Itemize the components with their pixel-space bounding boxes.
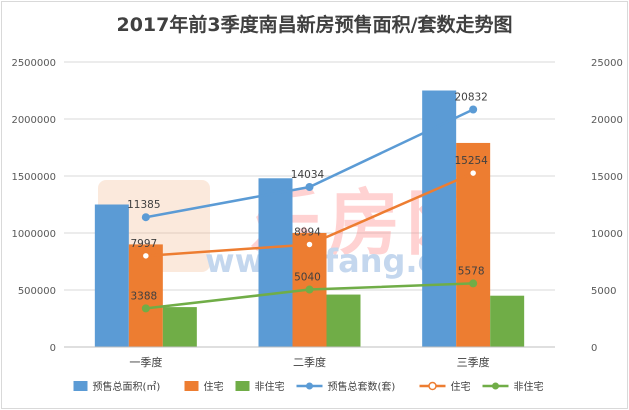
legend-item: 非住宅: [482, 380, 544, 393]
left-axis-tick-label: 1000000: [11, 229, 56, 240]
right-axis-tick-label: 10000: [591, 229, 623, 240]
line-point: [141, 251, 151, 261]
line-point: [305, 285, 314, 294]
legend-item: 住宅: [184, 380, 224, 393]
line-point: [305, 183, 314, 192]
legend-marker: [492, 382, 499, 390]
legend-label: 非住宅: [255, 380, 285, 393]
legend: 预售总面积(㎡) 住宅 非住宅 预售总套数(套) 住宅 非住宅: [73, 380, 544, 393]
data-label: 5578: [458, 265, 485, 277]
category-label: 三季度: [457, 355, 490, 369]
left-axis-tick-label: 2500000: [11, 58, 56, 69]
line-point: [469, 105, 478, 114]
bar: [422, 90, 457, 347]
right-axis-tick-label: 0: [591, 343, 597, 354]
right-axis-tick-label: 15000: [591, 172, 623, 183]
line-point: [141, 304, 150, 313]
legend-label: 住宅: [451, 380, 471, 393]
legend-marker: [428, 381, 437, 391]
left-axis-tick-label: 500000: [18, 286, 56, 297]
legend-swatch: [184, 381, 199, 391]
legend-item: 预售总套数(套): [296, 380, 396, 393]
line-point: [305, 240, 314, 249]
chart-title: 2017年前3季度南昌新房预售面积/套数走势图: [116, 14, 513, 36]
data-label: 20832: [454, 92, 487, 104]
bar: [162, 307, 197, 347]
data-label: 14034: [291, 169, 325, 181]
line-point: [469, 279, 478, 288]
bar: [258, 178, 293, 347]
category-label: 一季度: [129, 355, 162, 369]
bar: [490, 295, 525, 347]
data-label: 7997: [130, 238, 157, 250]
right-axis-tick-label: 20000: [591, 115, 623, 126]
right-axis-tick-label: 5000: [591, 286, 616, 297]
left-axis-tick-label: 0: [50, 343, 56, 354]
line-point: [141, 213, 150, 222]
line-point: [468, 168, 478, 178]
legend-label: 非住宅: [514, 380, 544, 393]
bar: [326, 294, 361, 347]
legend-label: 预售总面积(㎡): [93, 380, 161, 393]
legend-item: 非住宅: [235, 380, 285, 393]
bar: [128, 244, 163, 347]
legend-label: 预售总套数(套): [328, 380, 396, 393]
category-label: 二季度: [293, 355, 326, 369]
legend-item: 住宅: [419, 380, 471, 393]
legend-swatch: [73, 381, 88, 391]
data-label: 5040: [294, 272, 321, 284]
data-label: 8994: [294, 226, 321, 238]
legend-item: 预售总面积(㎡): [73, 380, 161, 393]
right-axis-tick-label: 25000: [591, 58, 623, 69]
legend-marker: [306, 382, 313, 390]
bars: [94, 90, 525, 347]
data-labels: 11385 14034 20832 7997 8994 15254 3388 5040 5578: [127, 92, 488, 303]
left-axis-tick-label: 1500000: [11, 172, 56, 183]
data-label: 15254: [454, 155, 488, 167]
bar: [94, 204, 129, 347]
left-axis-tick-label: 2000000: [11, 115, 56, 126]
legend-swatch: [235, 381, 250, 391]
legend-label: 住宅: [204, 380, 224, 393]
data-label: 3388: [130, 290, 157, 302]
axes: 0 500000 1000000 1500000 2000000 2500000 0 5000…: [11, 58, 622, 369]
data-label: 11385: [127, 199, 160, 211]
lines: [141, 105, 478, 313]
